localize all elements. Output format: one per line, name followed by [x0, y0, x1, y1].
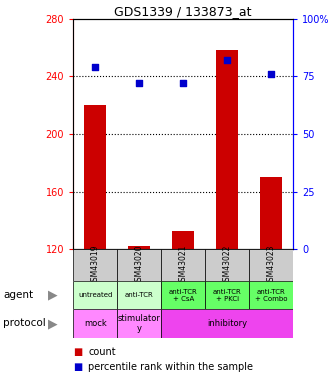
Bar: [161, 281, 205, 309]
Text: protocol: protocol: [3, 318, 46, 328]
Text: anti-TCR
+ PKCi: anti-TCR + PKCi: [213, 289, 241, 302]
Text: anti-TCR
+ CsA: anti-TCR + CsA: [169, 289, 197, 302]
Bar: [249, 281, 293, 309]
Bar: [205, 281, 249, 309]
Bar: [73, 281, 117, 309]
Point: [137, 80, 142, 86]
Text: percentile rank within the sample: percentile rank within the sample: [88, 362, 253, 372]
Text: ■: ■: [73, 362, 83, 372]
Text: GSM43019: GSM43019: [91, 244, 100, 286]
Text: anti-TCR
+ Combo: anti-TCR + Combo: [255, 289, 287, 302]
Text: GSM43020: GSM43020: [135, 244, 144, 286]
Text: stimulator
y: stimulator y: [118, 314, 161, 333]
Bar: [205, 249, 249, 281]
Point: [224, 57, 230, 63]
Text: GSM43022: GSM43022: [222, 244, 232, 286]
Bar: [249, 249, 293, 281]
Point: [180, 80, 186, 86]
Bar: [117, 281, 161, 309]
Point: [268, 71, 274, 77]
Text: count: count: [88, 347, 116, 357]
Point: [93, 64, 98, 70]
Bar: [73, 249, 117, 281]
Bar: [128, 246, 150, 249]
Text: inhibitory: inhibitory: [207, 319, 247, 328]
Bar: [161, 249, 205, 281]
Text: anti-TCR: anti-TCR: [125, 292, 154, 298]
Bar: [161, 309, 293, 338]
Text: ▶: ▶: [48, 289, 58, 302]
Bar: [84, 105, 106, 249]
Text: ■: ■: [73, 347, 83, 357]
Bar: [73, 309, 117, 338]
Bar: [117, 309, 161, 338]
Text: GSM43023: GSM43023: [266, 244, 276, 286]
Title: GDS1339 / 133873_at: GDS1339 / 133873_at: [115, 4, 252, 18]
Text: ▶: ▶: [48, 317, 58, 330]
Bar: [172, 231, 194, 249]
Text: agent: agent: [3, 290, 33, 300]
Text: GSM43021: GSM43021: [178, 244, 188, 286]
Text: untreated: untreated: [78, 292, 113, 298]
Text: mock: mock: [84, 319, 107, 328]
Bar: [216, 51, 238, 249]
Bar: [260, 177, 282, 249]
Bar: [117, 249, 161, 281]
